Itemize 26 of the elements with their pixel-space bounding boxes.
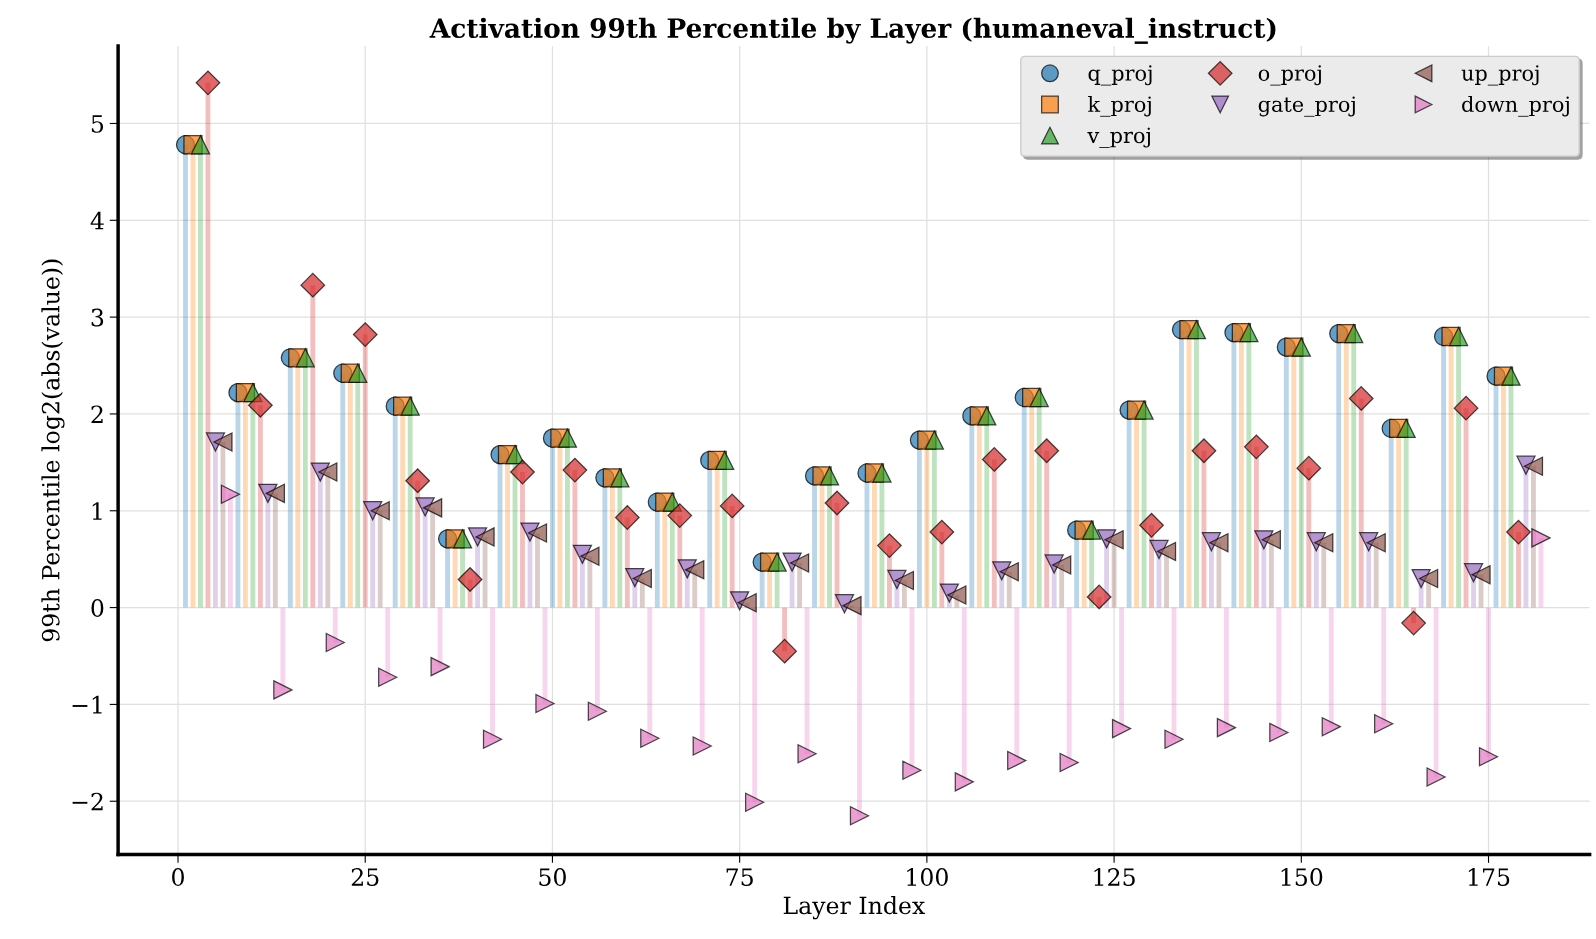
x-axis-title: Layer Index (783, 896, 925, 920)
legend-label: q_proj (1088, 65, 1152, 86)
y-tick-label: 5 (91, 115, 104, 133)
legend-label: v_proj (1087, 127, 1150, 148)
x-tick-label: 25 (351, 868, 379, 886)
y-tick-label: 1 (92, 502, 102, 520)
legend-label: gate_proj (1258, 96, 1355, 117)
y-axis-title: 99th Percentile log2(abs(value)) (41, 259, 65, 642)
legend-label: down_proj (1462, 95, 1569, 117)
x-tick-label: 100 (907, 868, 948, 886)
y-tick-label: 0 (91, 599, 104, 617)
chart-title: Activation 99th Percentile by Layer (humaneval_instruct) (429, 17, 1276, 44)
x-tick-label: 75 (726, 868, 753, 886)
legend-label: up_proj (1461, 65, 1539, 86)
x-tick-label: 125 (1094, 868, 1135, 886)
legend-label: o_proj (1258, 65, 1321, 86)
y-tick-label: 3 (91, 308, 104, 327)
legend-label: k_proj (1088, 95, 1151, 117)
x-tick-label: 175 (1468, 868, 1510, 886)
y-tick-label: −1 (72, 695, 102, 714)
x-tick-label: 0 (172, 868, 184, 886)
x-tick-label: 150 (1281, 868, 1323, 886)
y-tick-label: 2 (91, 405, 103, 423)
y-tick-label: 4 (90, 211, 104, 230)
x-tick-label: 50 (539, 868, 566, 886)
y-tick-label: −2 (72, 792, 103, 811)
